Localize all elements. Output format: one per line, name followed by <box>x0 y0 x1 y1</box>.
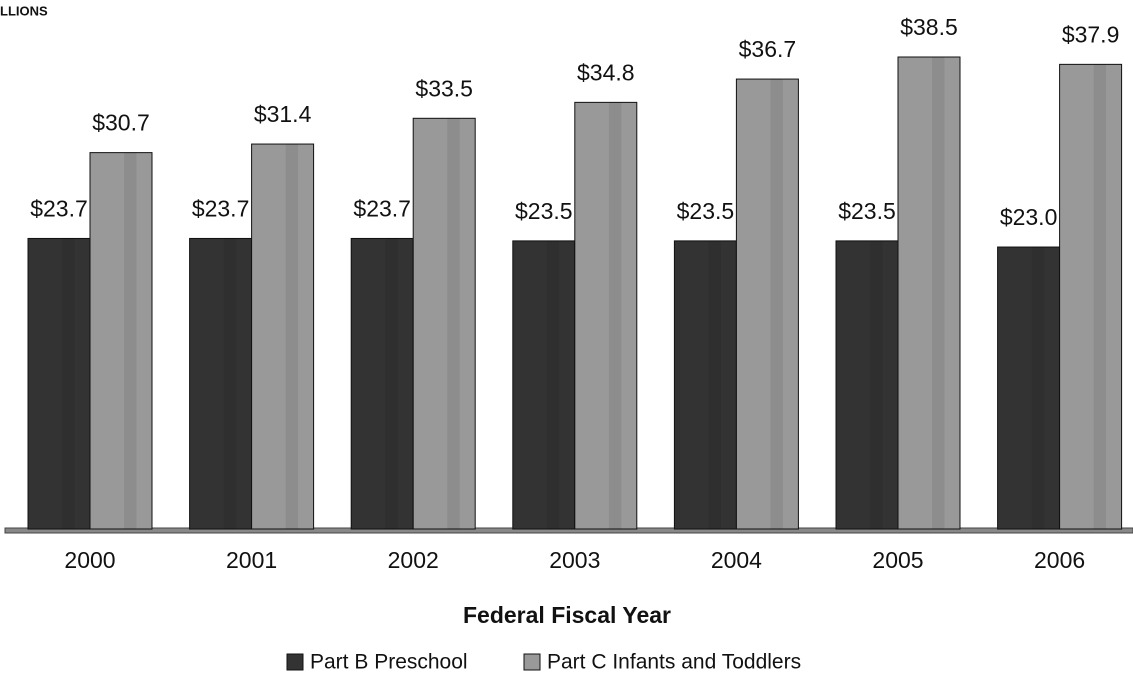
bar-shade <box>385 238 398 529</box>
bar <box>835 240 899 530</box>
x-tick-label: 2003 <box>549 547 600 573</box>
bar <box>735 78 799 530</box>
bar <box>997 246 1061 530</box>
bar <box>350 237 414 530</box>
bar-shade <box>223 238 237 529</box>
bar-shade <box>447 118 460 529</box>
bar <box>1059 63 1123 530</box>
units-label: LLIONS <box>0 3 48 18</box>
bar <box>27 237 91 530</box>
data-label: $34.8 <box>577 59 635 85</box>
data-label: $36.7 <box>739 36 797 62</box>
x-tick-label: 2000 <box>64 547 115 573</box>
data-label: $23.7 <box>353 196 411 222</box>
bar-shade <box>1031 247 1045 529</box>
legend-swatch <box>286 653 304 671</box>
bar <box>897 56 961 530</box>
bar <box>189 237 253 530</box>
bar-shade <box>770 79 783 529</box>
x-tick-label: 2005 <box>872 547 923 573</box>
data-label: $23.7 <box>30 196 88 222</box>
bar <box>574 101 638 530</box>
data-label: $23.5 <box>838 198 896 224</box>
x-tick-label: 2006 <box>1034 547 1085 573</box>
data-label: $23.7 <box>192 196 250 222</box>
bar <box>512 240 576 530</box>
data-label: $23.5 <box>515 198 573 224</box>
bar <box>673 240 737 530</box>
bar <box>412 117 476 530</box>
x-axis-title: Federal Fiscal Year <box>463 602 671 628</box>
bar-shade <box>1093 64 1107 530</box>
data-label: $38.5 <box>900 14 958 40</box>
x-tick-label: 2001 <box>226 547 277 573</box>
data-label: $33.5 <box>415 75 473 101</box>
x-tick-label: 2004 <box>711 547 762 573</box>
bar <box>89 152 153 530</box>
bar-shade <box>124 152 137 529</box>
bar-shade <box>708 240 721 529</box>
bar-shade <box>546 240 560 529</box>
bar <box>251 143 315 530</box>
bar-shade <box>870 240 883 529</box>
data-label: $30.7 <box>92 110 150 136</box>
bar-shade <box>62 238 75 529</box>
data-label: $23.5 <box>677 198 735 224</box>
data-label: $31.4 <box>254 101 312 127</box>
legend-swatch <box>523 653 541 671</box>
data-label: $37.9 <box>1062 21 1120 47</box>
legend-label: Part C Infants and Toddlers <box>547 651 801 674</box>
bar-shade <box>932 57 945 529</box>
data-label: $23.0 <box>1000 204 1058 230</box>
bar-shade <box>285 144 299 529</box>
bar-shade <box>608 102 622 530</box>
x-tick-label: 2002 <box>388 547 439 573</box>
legend-label: Part B Preschool <box>310 651 468 674</box>
